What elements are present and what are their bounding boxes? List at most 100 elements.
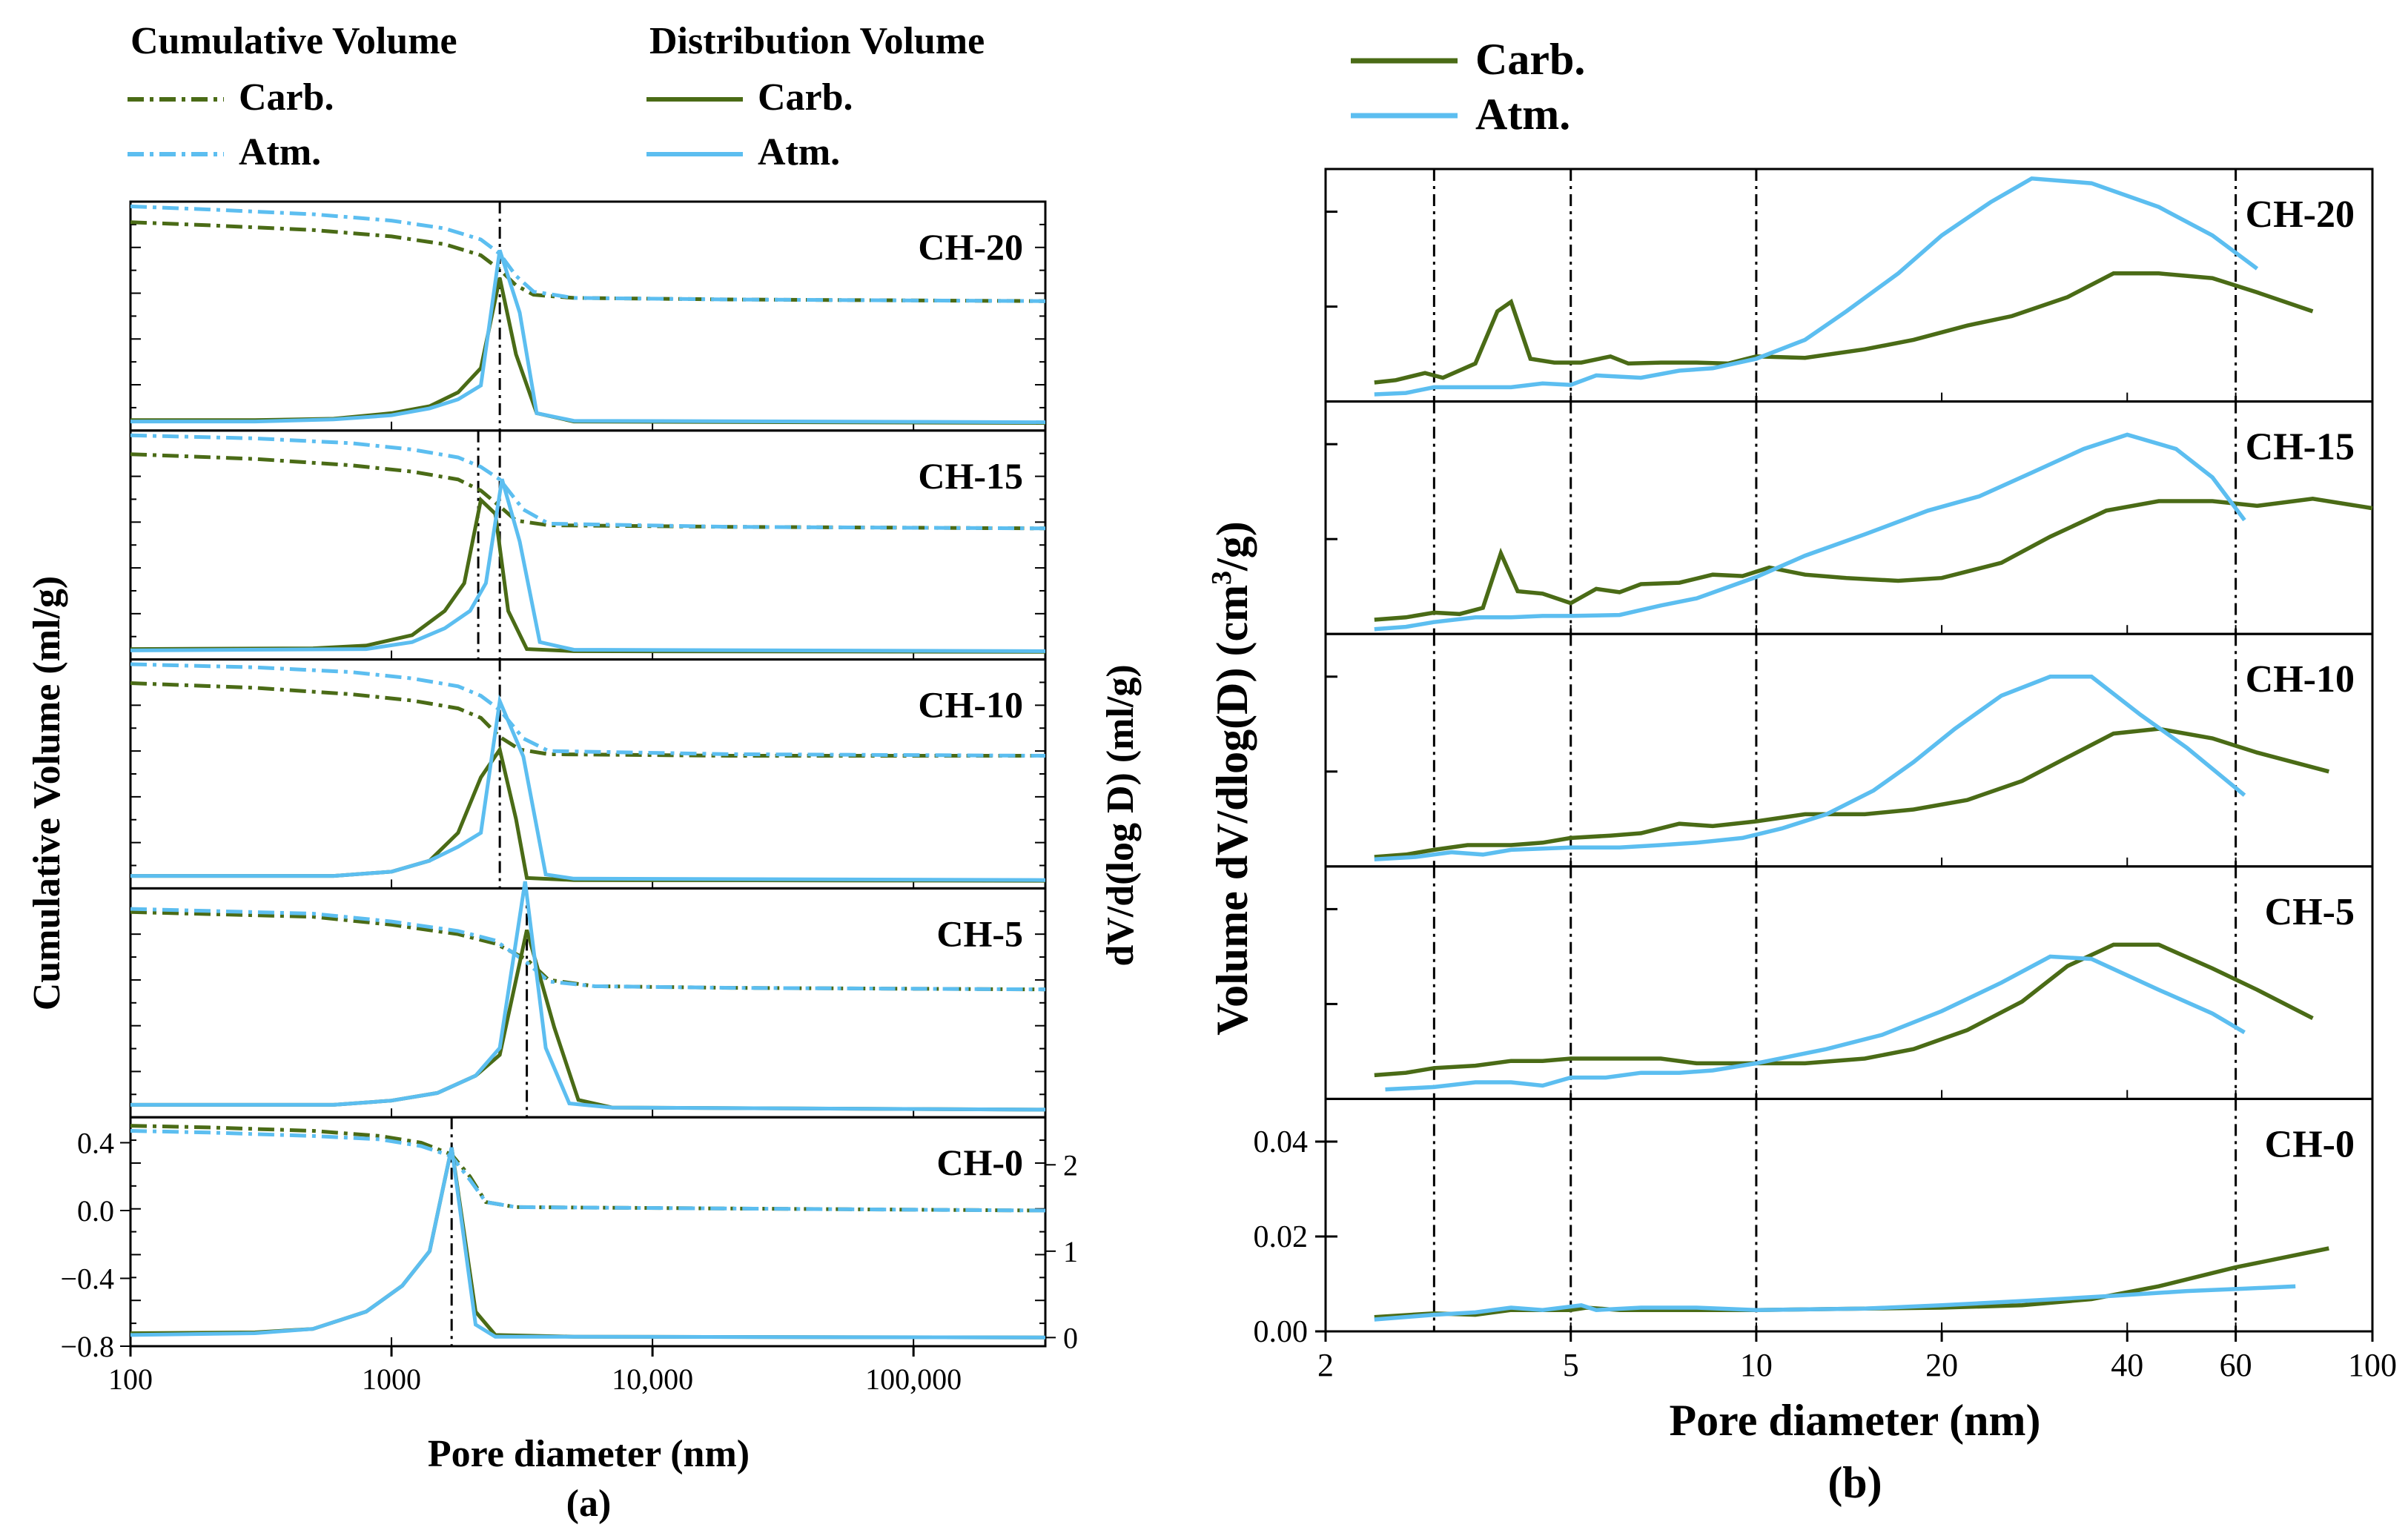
chart-a-ch-10-panel-label: CH-10	[918, 684, 1023, 726]
chart-b-ylabel-suffix: /g)	[1208, 521, 1257, 572]
chart-b-ch-0-panel-label: CH-0	[2265, 1123, 2355, 1165]
chart-a-ch-0-carb-distribution	[130, 1147, 1046, 1340]
chart-b-ch-15-atm-line	[1374, 432, 2246, 632]
chart-b-xtick-label: 100	[2348, 1347, 2397, 1383]
chart-b-ch-15-panel-label: CH-15	[2246, 426, 2355, 468]
chart-a-ylabel-right: dV/d(log D) (ml/g)	[1099, 664, 1142, 966]
chart-a-ch-15-carb-distribution	[130, 496, 1046, 654]
chart-b-xtick-label: 40	[2111, 1347, 2143, 1383]
chart-b-ylabel-sup: 3	[1206, 571, 1237, 585]
chart-a: CH-20 CH-15 CH-10 CH-5 CH-0 −0.8 −0.4 0.0 0.4 0 1 2…	[60, 200, 1078, 1396]
chart-a-ch-10-frame	[129, 658, 1047, 890]
chart-b-panel-ch-5: CH-5	[1324, 865, 2374, 1100]
chart-b-ch-0-atm-line	[1374, 1284, 2296, 1322]
chart-b-xtick-label: 10	[1740, 1347, 1773, 1383]
chart-b-ch-10-atm-line	[1374, 675, 2246, 861]
chart-b-ch-10-carb-line	[1374, 726, 2330, 859]
legend-a: Cumulative Volume Distribution Volume Ca…	[128, 20, 985, 173]
chart-b-ch-15-frame	[1324, 400, 2374, 635]
chart-a-panel-ch-0: CH-0 −0.8 −0.4 0.0 0.4 0 1 2	[60, 1116, 1078, 1363]
legend-b-carb-label: Carb.	[1475, 35, 1585, 84]
chart-a-ch-20-atm-distribution	[130, 249, 1046, 425]
chart-b-xtick-label: 60	[2220, 1347, 2252, 1383]
chart-a-ch-5-atm-distribution	[130, 881, 1046, 1112]
chart-a-ch-20-carb-cumulative	[130, 220, 1046, 303]
chart-a-xtick-label: 100,000	[865, 1363, 962, 1396]
legend-a-distribution-title: Distribution Volume	[649, 20, 985, 62]
chart-a-cum-tick-label: −0.8	[60, 1330, 114, 1363]
chart-b-ylabel: Volume dV/dlog(D) (cm3/g)	[1206, 521, 1257, 1035]
chart-b-panel-ch-20: CH-20	[1324, 168, 2374, 403]
chart-a-dist-tick-label: 1	[1063, 1235, 1078, 1268]
chart-b-panel-ch-10: CH-10	[1324, 632, 2374, 868]
chart-a-ch-10-atm-distribution	[130, 694, 1046, 882]
chart-b-panel-ch-0: CH-0 0.00 0.02 0.04	[1254, 1097, 2374, 1349]
legend-a-cum-atm-label: Atm.	[239, 131, 321, 173]
chart-b-xtick-label: 2	[1317, 1347, 1334, 1383]
chart-a-ch-20-panel-label: CH-20	[918, 226, 1023, 268]
chart-b-xlabel: Pore diameter (nm)	[1670, 1396, 2041, 1445]
chart-a-ch-5-frame	[129, 887, 1047, 1119]
chart-b-ch-5-carb-line	[1374, 942, 2314, 1078]
chart-a-panel-ch-5: CH-5	[129, 881, 1047, 1119]
chart-a-cum-tick-label: 0.4	[77, 1127, 114, 1160]
legend-a-cum-carb-label: Carb.	[239, 76, 334, 119]
chart-b-ytick-label: 0.04	[1254, 1125, 1309, 1159]
chart-a-ch-5-carb-distribution	[130, 929, 1046, 1112]
chart-a-ch-20-frame	[129, 200, 1047, 432]
chart-a-caption: (a)	[566, 1483, 612, 1525]
chart-a-panel-ch-20: CH-20	[129, 200, 1047, 432]
chart-a-ch-15-carb-cumulative	[130, 452, 1046, 531]
chart-b-caption: (b)	[1828, 1458, 1882, 1507]
chart-a-ch-10-atm-cumulative	[130, 662, 1046, 758]
legend-b-atm-label: Atm.	[1475, 90, 1570, 139]
chart-a-dist-tick-label: 2	[1063, 1148, 1078, 1182]
chart-a-ch-0-atm-cumulative	[130, 1129, 1046, 1213]
legend-a-cumulative-title: Cumulative Volume	[130, 20, 457, 62]
chart-a-ch-5-panel-label: CH-5	[936, 913, 1023, 954]
chart-a-ch-10-carb-cumulative	[130, 681, 1045, 758]
chart-a-cum-tick-label: 0.0	[77, 1194, 114, 1228]
chart-a-ch-0-panel-label: CH-0	[936, 1142, 1023, 1183]
chart-a-ch-20-atm-cumulative	[130, 204, 1046, 303]
chart-a-dist-tick-label: 0	[1063, 1321, 1078, 1354]
chart-a-ch-15-atm-cumulative	[130, 433, 1046, 531]
chart-b-ch-5-panel-label: CH-5	[2265, 891, 2355, 933]
chart-b-panel-ch-15: CH-15	[1324, 400, 2374, 635]
chart-a-ylabel-left: Cumulative Volume (ml/g)	[26, 576, 68, 1010]
chart-a-xtick-label: 1000	[362, 1363, 421, 1396]
chart-a-ch-10-carb-distribution	[130, 745, 1046, 883]
chart-a-ch-15-frame	[129, 429, 1047, 661]
chart-a-panel-ch-15: CH-15	[129, 429, 1047, 661]
chart-a-ch-0-atm-distribution	[130, 1147, 1046, 1340]
chart-a-xlabel: Pore diameter (nm)	[428, 1433, 750, 1475]
chart-b-ch-20-panel-label: CH-20	[2246, 193, 2355, 236]
chart-b-ch-10-panel-label: CH-10	[2246, 658, 2355, 701]
chart-a-cum-tick-label: −0.4	[60, 1262, 114, 1296]
legend-b: Carb. Atm.	[1351, 35, 1585, 139]
chart-a-ch-15-atm-distribution	[130, 478, 1046, 653]
chart-b-xtick-label: 5	[1563, 1347, 1579, 1383]
chart-a-ch-0-frame	[129, 1116, 1047, 1348]
chart-b: CH-20 CH-15 CH-10 CH-5 CH-0 0.00 0.02 0.04 2 5 10 2…	[1254, 168, 2397, 1383]
chart-a-ch-0-carb-cumulative	[130, 1124, 1046, 1213]
chart-b-ch-15-carb-line	[1374, 497, 2373, 622]
legend-a-dist-atm-label: Atm.	[758, 131, 840, 173]
chart-a-ch-5-atm-cumulative	[130, 907, 1046, 992]
chart-a-xtick-label: 100	[108, 1363, 153, 1396]
chart-b-ytick-label: 0.00	[1254, 1315, 1309, 1349]
chart-a-panel-ch-10: CH-10	[129, 658, 1047, 890]
chart-b-ch-10-frame	[1324, 632, 2374, 868]
chart-a-xtick-label: 10,000	[612, 1363, 693, 1396]
chart-a-ch-5-carb-cumulative	[130, 910, 1046, 992]
chart-b-ch-20-atm-line	[1374, 176, 2259, 397]
chart-b-ytick-label: 0.02	[1254, 1220, 1309, 1254]
chart-b-ch-20-carb-line	[1374, 271, 2314, 385]
chart-a-ch-15-panel-label: CH-15	[918, 455, 1023, 497]
chart-b-ch-20-frame	[1324, 168, 2374, 403]
chart-b-xtick-label: 20	[1925, 1347, 1958, 1383]
legend-a-dist-carb-label: Carb.	[758, 76, 853, 119]
chart-b-ylabel-prefix: Volume dV/dlog(D) (cm	[1208, 585, 1257, 1036]
chart-b-ch-5-atm-line	[1385, 954, 2246, 1092]
